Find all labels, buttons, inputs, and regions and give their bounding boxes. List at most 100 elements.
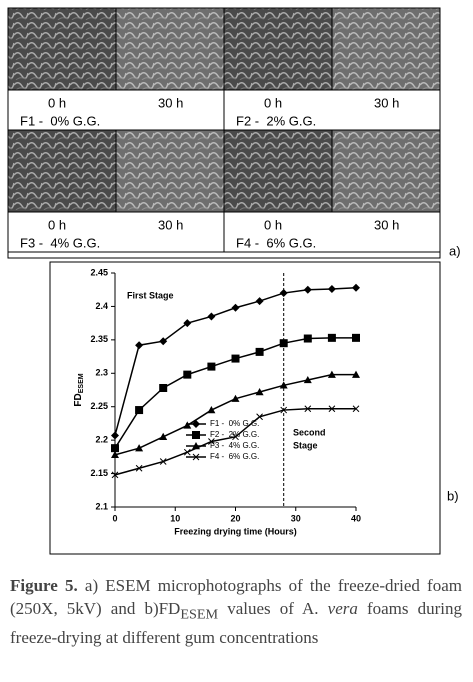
marker bbox=[111, 450, 119, 459]
marker bbox=[231, 303, 240, 312]
time-label: 0 h bbox=[48, 217, 66, 232]
legend-label: F3 - 4% G.G. bbox=[210, 441, 259, 450]
y-tick-label: 2.45 bbox=[90, 267, 108, 277]
figure: 0 h 30 h F1 - 0% G.G. 0 h 30 h F2 - 2% G.G. 0 … bbox=[7, 7, 461, 555]
marker bbox=[159, 383, 168, 392]
marker bbox=[327, 333, 336, 342]
annotation: First Stage bbox=[127, 290, 174, 300]
label-box bbox=[7, 211, 225, 253]
caption-italic: vera bbox=[327, 599, 358, 618]
marker bbox=[135, 444, 144, 452]
marker bbox=[327, 285, 336, 294]
marker bbox=[352, 283, 360, 292]
y-tick-label: 2.4 bbox=[95, 301, 108, 311]
sample-label: F2 - 2% G.G. bbox=[236, 113, 316, 128]
time-label: 30 h bbox=[158, 217, 183, 232]
marker bbox=[303, 285, 312, 294]
marker bbox=[135, 341, 144, 350]
y-axis-label-main: FD bbox=[73, 393, 84, 406]
y-tick-label: 2.15 bbox=[90, 468, 108, 478]
time-label: 0 h bbox=[48, 95, 66, 110]
caption-label: Figure 5. bbox=[10, 576, 78, 595]
marker bbox=[303, 375, 312, 384]
x-tick-label: 10 bbox=[170, 513, 180, 523]
micrograph bbox=[7, 129, 117, 213]
y-tick-label: 2.35 bbox=[90, 334, 108, 344]
caption-text: a) ESEM microphotographs of the freeze-d… bbox=[10, 576, 462, 618]
marker bbox=[183, 421, 192, 429]
x-tick-label: 30 bbox=[291, 513, 301, 523]
micrograph bbox=[331, 7, 441, 91]
x-tick-label: 0 bbox=[112, 513, 117, 523]
time-label: 30 h bbox=[374, 95, 399, 110]
marker bbox=[279, 381, 288, 389]
legend-label: F2 - 2% G.G. bbox=[210, 430, 259, 439]
marker bbox=[135, 464, 143, 472]
panel-label: a) bbox=[449, 243, 461, 258]
sample-label: F4 - 6% G.G. bbox=[236, 235, 316, 250]
legend-marker bbox=[192, 431, 200, 439]
panel-b-frame bbox=[49, 261, 441, 555]
y-tick-label: 2.1 bbox=[95, 501, 108, 511]
marker bbox=[159, 337, 168, 346]
y-axis-label-sub: ESEM bbox=[78, 373, 85, 393]
time-label: 0 h bbox=[264, 217, 282, 232]
marker bbox=[232, 433, 239, 441]
marker bbox=[231, 394, 240, 402]
marker bbox=[111, 471, 119, 479]
micrograph bbox=[331, 129, 441, 213]
marker bbox=[304, 405, 312, 413]
marker bbox=[352, 333, 360, 342]
marker bbox=[207, 362, 216, 371]
marker bbox=[352, 370, 360, 378]
micrograph bbox=[223, 7, 333, 91]
sample-label: F3 - 4% G.G. bbox=[20, 235, 100, 250]
annotation: Second bbox=[293, 427, 326, 437]
marker bbox=[207, 406, 216, 414]
micrograph bbox=[115, 129, 225, 213]
marker bbox=[208, 438, 215, 445]
label-box bbox=[7, 89, 225, 131]
marker bbox=[183, 448, 191, 456]
y-tick-label: 2.25 bbox=[90, 401, 108, 411]
micrograph bbox=[223, 129, 333, 213]
legend-label: F1 - 0% G.G. bbox=[210, 419, 259, 428]
marker bbox=[255, 388, 264, 396]
y-axis-label: FDESEM bbox=[73, 373, 85, 406]
annotation: Stage bbox=[293, 440, 318, 450]
marker bbox=[231, 354, 240, 363]
caption-sub: ESEM bbox=[180, 606, 219, 623]
micrograph bbox=[115, 7, 225, 91]
marker bbox=[327, 370, 336, 378]
marker bbox=[135, 406, 144, 415]
x-tick-label: 20 bbox=[230, 513, 240, 523]
marker bbox=[303, 334, 312, 343]
label-box bbox=[223, 211, 441, 253]
time-label: 0 h bbox=[264, 95, 282, 110]
micrograph bbox=[7, 7, 117, 91]
time-label: 30 h bbox=[374, 217, 399, 232]
y-tick-label: 2.2 bbox=[95, 435, 108, 445]
marker bbox=[207, 312, 216, 321]
marker bbox=[255, 297, 264, 306]
marker bbox=[279, 339, 288, 348]
marker bbox=[183, 319, 192, 328]
marker bbox=[111, 431, 119, 440]
caption: Figure 5. a) ESEM microphotographs of th… bbox=[10, 574, 462, 649]
marker bbox=[328, 405, 336, 413]
x-axis-label: Freezing drying time (Hours) bbox=[174, 526, 297, 536]
marker bbox=[256, 413, 263, 421]
caption-text: foams during freeze-drying at different … bbox=[10, 599, 462, 648]
legend-label: F4 - 6% G.G. bbox=[210, 452, 259, 461]
sample-label: F1 - 0% G.G. bbox=[20, 113, 100, 128]
marker bbox=[279, 289, 288, 298]
marker bbox=[159, 458, 167, 465]
marker bbox=[255, 347, 264, 356]
marker bbox=[111, 444, 119, 453]
panel-label: b) bbox=[447, 488, 459, 503]
y-tick-label: 2.3 bbox=[95, 368, 108, 378]
caption-text: values of A. bbox=[218, 599, 328, 618]
marker bbox=[183, 370, 192, 379]
marker bbox=[159, 432, 168, 440]
